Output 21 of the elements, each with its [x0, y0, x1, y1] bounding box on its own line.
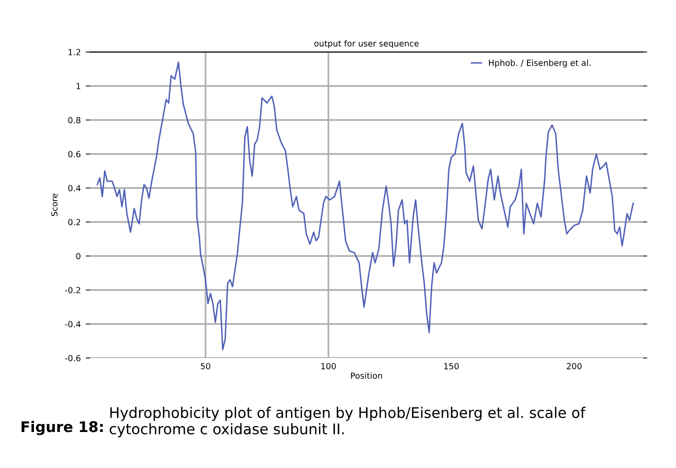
chart-title: output for user sequence — [314, 40, 419, 48]
y-tick-label: 1.2 — [68, 48, 80, 56]
text: Hydrophobicity plot of antigen by Hphob/Eisenberg et al. scale of cytochrome c oxidase subunit II. — [110, 406, 586, 438]
x-tick-label: 100 — [321, 363, 336, 370]
line-series — [96, 62, 634, 350]
y-tick-label: 0 — [76, 252, 80, 260]
x-tick-label: 150 — [444, 363, 459, 370]
x-axis-title: Position — [351, 372, 382, 379]
x-tick-label: 50 — [200, 363, 210, 370]
x-tick-label: 200 — [566, 363, 582, 370]
y-tick-label: -0.6 — [65, 354, 80, 362]
y-tick-label: -0.4 — [65, 320, 81, 328]
y-tick-label: 1 — [76, 83, 80, 90]
y-axis-title: Score — [51, 194, 58, 216]
y-tick-label: 0.8 — [68, 116, 80, 124]
y-tick-label: 0.2 — [68, 218, 80, 226]
caption: Figure 18: — [22, 420, 103, 436]
y-tick-label: 0.4 — [68, 184, 81, 192]
y-tick-label: 0.6 — [68, 150, 80, 158]
legend-label: Hphob. / Eisenberg et al. — [489, 60, 590, 68]
y-tick-label: -0.2 — [65, 286, 80, 294]
